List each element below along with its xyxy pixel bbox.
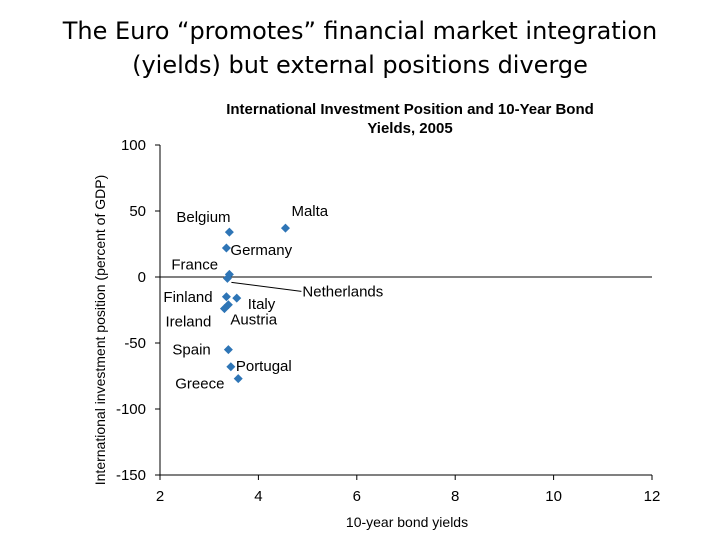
y-tick-label: 0 xyxy=(138,269,146,286)
data-point-label: Netherlands xyxy=(302,283,383,300)
x-axis-label: 10-year bond yields xyxy=(346,514,468,530)
data-point-marker xyxy=(223,345,233,355)
data-point-label: Greece xyxy=(175,376,224,393)
y-axis-label: International investment position (perce… xyxy=(92,175,108,486)
data-point-marker xyxy=(222,273,232,283)
x-tick-label: 12 xyxy=(644,488,661,505)
y-tick-label: 100 xyxy=(121,137,146,154)
data-point-label: Belgium xyxy=(176,209,230,226)
x-tick-label: 10 xyxy=(545,488,562,505)
y-tick-label: -150 xyxy=(116,467,146,484)
x-tick-label: 8 xyxy=(451,488,459,505)
x-tick-label: 4 xyxy=(254,488,262,505)
data-point-marker xyxy=(232,293,242,303)
data-point-marker xyxy=(233,374,243,384)
data-point-label: Finland xyxy=(163,289,212,306)
slide-title-line-1: The Euro “promotes” financial market int… xyxy=(62,17,658,45)
data-point-label: Germany xyxy=(230,242,292,259)
slide-title: The Euro “promotes” financial market int… xyxy=(0,14,720,82)
data-point-marker xyxy=(221,243,231,253)
chart-title-line-2: Yields, 2005 xyxy=(367,120,452,137)
data-point-marker xyxy=(224,227,234,237)
chart-title-line-1: International Investment Position and 10… xyxy=(226,101,594,118)
data-point-marker xyxy=(280,223,290,233)
label-leader-line xyxy=(231,281,302,292)
plot-area: 100 50 0 -50 -100 -150 2 4 6 8 10 12 Malta BelgiumGer… xyxy=(116,137,660,505)
data-point-marker xyxy=(226,362,236,372)
y-tick-label: 50 xyxy=(129,203,146,220)
y-tick-label: -100 xyxy=(116,401,146,418)
x-tick-label: 2 xyxy=(156,488,164,505)
data-point-label: Portugal xyxy=(236,358,292,375)
data-point-label: Malta xyxy=(291,203,328,220)
data-point-label: France xyxy=(171,256,218,273)
data-point-label: Spain xyxy=(172,342,210,359)
slide-title-line-2: (yields) but external positions diverge xyxy=(132,51,588,79)
data-point-label: Ireland xyxy=(165,314,211,331)
data-point-marker xyxy=(221,292,231,302)
data-point-label: Italy xyxy=(248,296,276,313)
data-point-label: Austria xyxy=(230,312,277,329)
x-tick-label: 6 xyxy=(353,488,361,505)
y-tick-label: -50 xyxy=(124,335,146,352)
data-point-marker xyxy=(219,304,229,314)
